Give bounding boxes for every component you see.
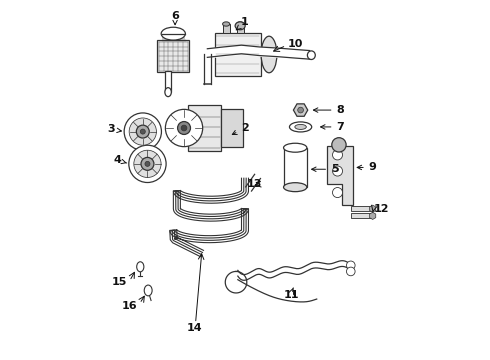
Ellipse shape bbox=[165, 87, 172, 96]
Ellipse shape bbox=[284, 183, 307, 192]
Text: 4: 4 bbox=[113, 155, 127, 165]
Ellipse shape bbox=[284, 143, 307, 152]
Ellipse shape bbox=[222, 22, 230, 26]
Text: 14: 14 bbox=[186, 323, 202, 333]
Text: 16: 16 bbox=[122, 301, 137, 311]
Circle shape bbox=[181, 125, 187, 131]
Circle shape bbox=[141, 157, 154, 170]
Circle shape bbox=[136, 125, 149, 138]
Text: 3: 3 bbox=[107, 125, 122, 134]
Text: 9: 9 bbox=[357, 162, 377, 172]
Bar bbox=[222, 24, 230, 33]
Circle shape bbox=[298, 107, 303, 113]
Ellipse shape bbox=[161, 27, 185, 40]
Ellipse shape bbox=[261, 36, 277, 73]
Circle shape bbox=[346, 267, 355, 276]
Bar bbox=[165, 71, 171, 92]
Text: 12: 12 bbox=[373, 204, 389, 214]
Circle shape bbox=[129, 118, 156, 145]
Ellipse shape bbox=[237, 22, 244, 26]
Circle shape bbox=[346, 261, 355, 270]
Ellipse shape bbox=[144, 285, 152, 296]
Ellipse shape bbox=[307, 51, 315, 59]
Ellipse shape bbox=[295, 125, 306, 130]
Circle shape bbox=[333, 166, 343, 176]
Bar bbox=[215, 33, 261, 76]
Text: 15: 15 bbox=[111, 277, 126, 287]
Text: 8: 8 bbox=[314, 105, 344, 115]
Text: 5: 5 bbox=[312, 164, 339, 174]
Bar bbox=[188, 105, 221, 151]
Text: 7: 7 bbox=[320, 122, 344, 132]
Bar bbox=[237, 24, 244, 33]
Circle shape bbox=[145, 161, 150, 166]
Circle shape bbox=[129, 145, 166, 183]
Circle shape bbox=[140, 129, 146, 134]
Bar bbox=[351, 213, 372, 219]
Bar bbox=[351, 206, 372, 211]
Circle shape bbox=[124, 113, 161, 150]
Circle shape bbox=[332, 138, 346, 152]
Bar bbox=[162, 35, 185, 40]
Bar bbox=[284, 148, 307, 187]
Circle shape bbox=[166, 109, 203, 147]
Ellipse shape bbox=[290, 122, 312, 132]
Text: 6: 6 bbox=[171, 11, 179, 25]
Text: 11: 11 bbox=[284, 291, 299, 301]
Circle shape bbox=[333, 188, 343, 198]
Text: 2: 2 bbox=[232, 123, 249, 135]
Text: 10: 10 bbox=[288, 40, 303, 49]
Circle shape bbox=[177, 122, 191, 134]
Polygon shape bbox=[245, 175, 261, 190]
Bar bbox=[157, 40, 190, 72]
Circle shape bbox=[134, 150, 161, 177]
Polygon shape bbox=[327, 146, 353, 205]
Ellipse shape bbox=[235, 22, 245, 30]
Text: 1: 1 bbox=[236, 17, 249, 30]
Bar bbox=[221, 109, 243, 147]
Text: 13: 13 bbox=[247, 179, 262, 189]
Ellipse shape bbox=[137, 262, 144, 272]
Circle shape bbox=[333, 150, 343, 160]
